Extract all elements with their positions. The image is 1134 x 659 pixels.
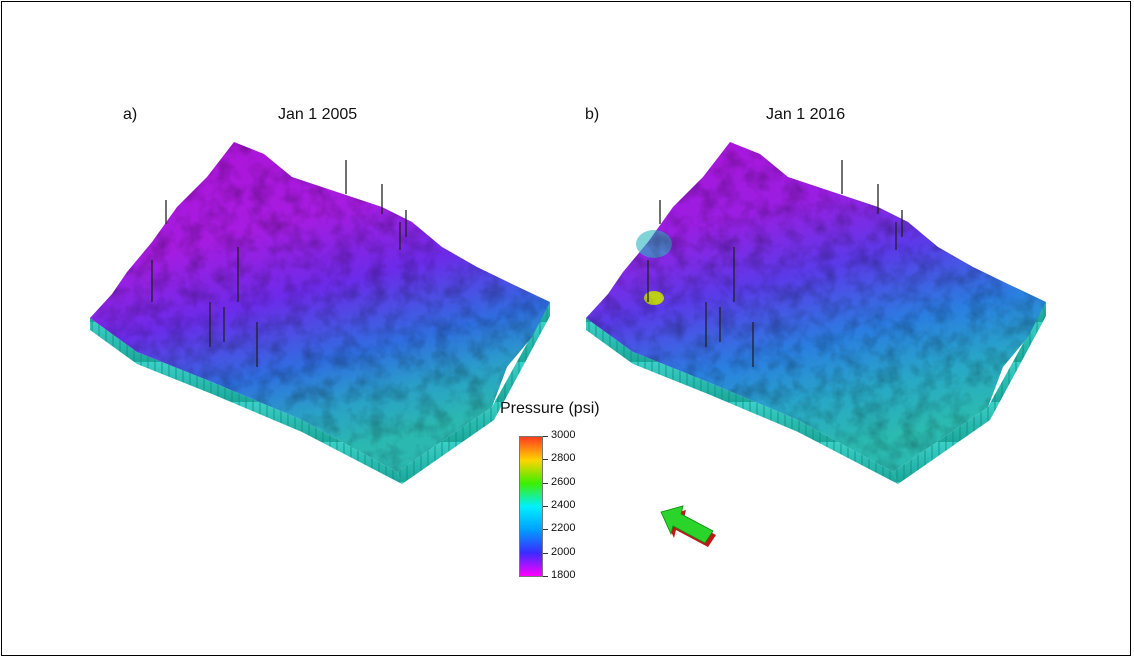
colorbar-tick-label: 2400 bbox=[551, 499, 576, 511]
colorbar-tick-mark bbox=[543, 436, 548, 437]
reservoir-model-b bbox=[586, 142, 1046, 484]
panel-b-letter: b) bbox=[585, 106, 600, 123]
colorbar-tick-mark bbox=[543, 506, 548, 507]
panel-a-date: Jan 1 2005 bbox=[278, 106, 358, 123]
model-b-wells bbox=[647, 160, 903, 367]
legend-title: Pressure (psi) bbox=[500, 400, 600, 417]
north-arrow-icon bbox=[660, 505, 716, 547]
colorbar-tick-label: 2800 bbox=[551, 452, 576, 465]
model-b-front-side bbox=[586, 318, 898, 484]
panel-a-letter: a) bbox=[123, 106, 138, 123]
colorbar-tick-label: 1800 bbox=[551, 569, 576, 581]
model-a-front-side bbox=[90, 318, 402, 484]
colorbar-tick-mark bbox=[543, 552, 548, 554]
colorbar-tick-label: 2200 bbox=[551, 522, 576, 535]
colorbar-tick-mark bbox=[543, 576, 548, 577]
model-b-right-side bbox=[893, 302, 1046, 484]
model-a-right-side bbox=[397, 302, 550, 484]
reservoir-model-a bbox=[90, 142, 550, 484]
panel-b-date: Jan 1 2016 bbox=[766, 106, 846, 123]
colorbar-tick-mark bbox=[543, 482, 548, 484]
colorbar-tick-label: 2600 bbox=[551, 475, 576, 488]
colorbar-tick-label: 2000 bbox=[551, 545, 576, 558]
model-a-texture bbox=[90, 142, 550, 472]
model-a-wells bbox=[151, 160, 407, 367]
colorbar-tick-mark bbox=[543, 459, 548, 461]
colorbar-tick-mark bbox=[543, 529, 548, 531]
model-b-texture bbox=[586, 142, 1046, 472]
pressure-colorbar bbox=[519, 436, 543, 577]
colorbar-tick-label: 3000 bbox=[551, 429, 576, 441]
